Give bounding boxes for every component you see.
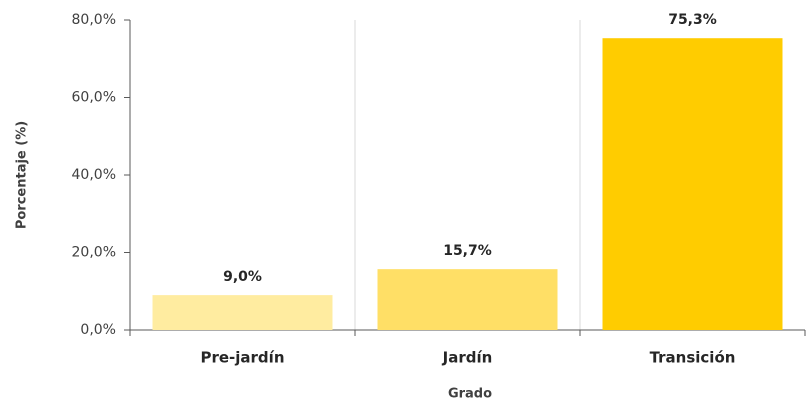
value-label: 9,0%: [223, 269, 262, 285]
x-tick-label: Jardín: [442, 349, 493, 367]
value-label: 15,7%: [443, 243, 492, 259]
y-tick-label: 0,0%: [80, 322, 116, 338]
y-tick-label: 80,0%: [72, 12, 116, 28]
bar: [377, 269, 558, 330]
y-axis-label: Porcentaje (%): [15, 121, 30, 229]
bar: [152, 295, 333, 330]
y-tick-label: 20,0%: [72, 245, 116, 261]
x-tick-label: Transición: [650, 349, 736, 367]
value-label: 75,3%: [668, 12, 717, 28]
x-tick-label: Pre-jardín: [200, 349, 284, 367]
y-tick-label: 60,0%: [72, 90, 116, 106]
bar: [602, 38, 783, 331]
x-axis-label: Grado: [448, 387, 492, 402]
y-tick-label: 40,0%: [72, 167, 116, 183]
